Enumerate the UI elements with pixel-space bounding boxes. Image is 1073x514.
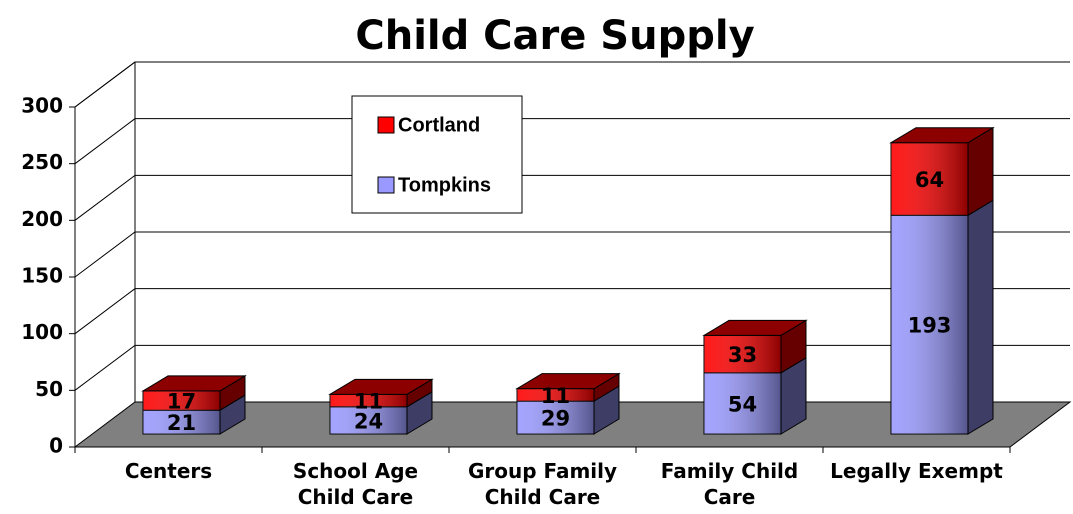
bar-side-shade <box>407 379 432 407</box>
bar-shade <box>143 390 220 411</box>
data-label: 64 <box>915 168 944 192</box>
bar-top <box>515 373 621 390</box>
y-tick-label: 300 <box>21 94 63 118</box>
y-tick-label: 150 <box>21 264 63 288</box>
data-label: 54 <box>728 392 757 416</box>
bar-shade <box>517 401 594 434</box>
bar-shade <box>891 215 968 434</box>
bar-side-shade <box>781 357 806 434</box>
bar-shade <box>330 406 407 434</box>
bar-shade <box>517 388 594 402</box>
y-tick-label: 100 <box>21 320 63 344</box>
legend-label: Tompkins <box>398 174 491 196</box>
bar-side-shade <box>968 200 993 434</box>
bar-top-shade <box>330 379 432 395</box>
bar-side-shade <box>781 320 806 373</box>
y-tick-label: 0 <box>49 434 63 458</box>
bar-shade <box>704 372 781 434</box>
bar-side-shade <box>220 395 245 434</box>
legend-swatch <box>377 176 395 194</box>
grid-line <box>74 288 1070 335</box>
legend-swatch <box>377 116 395 134</box>
grid-line <box>74 61 1070 108</box>
bar-top-shade <box>704 320 806 336</box>
x-tick-label: Centers <box>124 459 213 483</box>
bar-side-shade <box>968 127 993 216</box>
bar-top-shade <box>517 373 619 389</box>
x-tick-label: Group Family Child Care <box>467 459 618 509</box>
x-tick-label: School Age Child Care <box>292 459 419 509</box>
data-label: 21 <box>167 411 196 435</box>
data-label: 193 <box>908 314 952 338</box>
data-label: 17 <box>167 390 196 414</box>
bar-top <box>141 375 247 392</box>
y-tick-label: 250 <box>21 150 63 174</box>
data-label: 33 <box>728 343 757 367</box>
x-tick-label: Family Child Care <box>660 459 799 509</box>
bar-side-shade <box>220 375 245 411</box>
data-label: 29 <box>541 407 570 431</box>
bar-top <box>328 378 434 395</box>
grid-line <box>74 118 1070 165</box>
bar-top-shade <box>143 375 245 391</box>
bar-shade <box>143 410 220 434</box>
bar-top-shade <box>891 127 993 143</box>
bar-shade <box>330 394 407 407</box>
legend-label: Cortland <box>398 114 480 136</box>
bar-side-shade <box>594 386 619 434</box>
chart-title: Child Care Supply <box>355 13 754 59</box>
y-tick-label: 200 <box>21 207 63 231</box>
data-label: 11 <box>541 384 570 408</box>
bar-side-shade <box>407 391 432 434</box>
bar-shade <box>891 142 968 216</box>
x-tick-label: Legally Exempt <box>830 459 1003 483</box>
data-label: 24 <box>354 409 383 433</box>
bar-top <box>889 127 995 144</box>
bar-shade <box>704 335 781 373</box>
data-label: 11 <box>354 390 383 414</box>
grid-line <box>74 174 1070 221</box>
bar-top <box>702 319 808 336</box>
bar-side-shade <box>594 373 619 402</box>
grid-line <box>74 231 1070 278</box>
y-tick-label: 50 <box>35 377 63 401</box>
